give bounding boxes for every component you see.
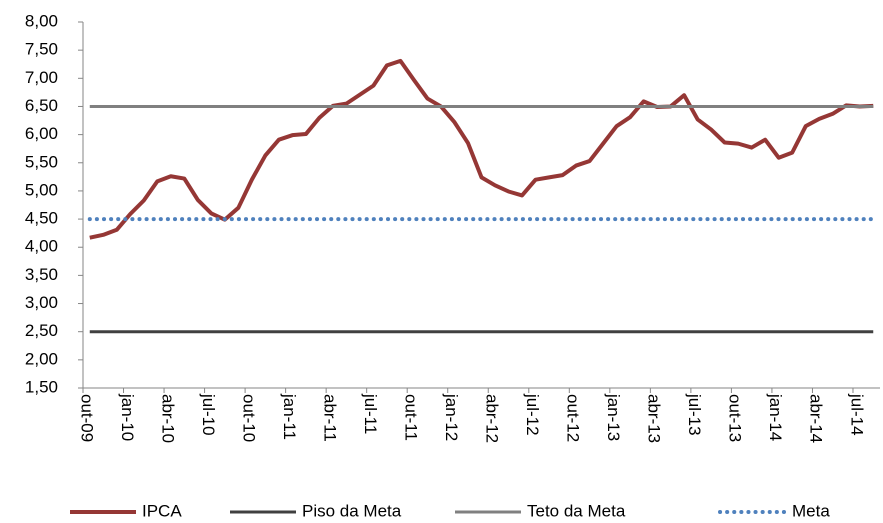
y-tick-label: 4,50 — [25, 209, 58, 228]
y-tick-label: 6,50 — [25, 96, 58, 115]
x-tick-label: jan-11 — [280, 393, 299, 440]
y-tick-label: 7,50 — [25, 40, 58, 59]
x-tick-label: jan-14 — [766, 393, 785, 441]
x-tick-label: out-12 — [564, 394, 583, 442]
x-tick-label: out-13 — [726, 394, 745, 442]
x-tick-label: out-09 — [77, 394, 96, 442]
x-tick-label: abr-14 — [807, 394, 826, 443]
x-tick-label: jul-11 — [361, 393, 380, 434]
x-tick-label: jan-12 — [442, 393, 461, 441]
y-tick-label: 3,50 — [25, 265, 58, 284]
x-tick-label: out-10 — [239, 394, 258, 442]
x-tick-label: jul-10 — [199, 393, 218, 436]
x-tick-label: jul-12 — [523, 393, 542, 436]
y-tick-label: 2,00 — [25, 349, 58, 368]
y-tick-label: 2,50 — [25, 321, 58, 340]
legend-label: Teto da Meta — [527, 501, 626, 520]
x-tick-label: abr-10 — [158, 394, 177, 443]
x-tick-label: jan-13 — [604, 393, 623, 441]
series-line — [89, 58, 874, 240]
x-tick-label: abr-11 — [320, 394, 339, 442]
x-tick-label: jul-14 — [847, 393, 866, 436]
legend-label: IPCA — [142, 501, 182, 520]
y-tick-label: 5,00 — [25, 180, 58, 199]
y-tick-label: 8,00 — [25, 11, 58, 30]
x-tick-label: abr-13 — [645, 394, 664, 443]
x-tick-label: out-11 — [401, 394, 420, 441]
x-tick-label: abr-12 — [483, 394, 502, 443]
legend-label: Meta — [792, 501, 830, 520]
y-tick-label: 7,00 — [25, 68, 58, 87]
y-tick-label: 6,00 — [25, 124, 58, 143]
y-tick-label: 3,00 — [25, 293, 58, 312]
x-tick-label: jul-13 — [685, 393, 704, 436]
x-tick-label: jan-10 — [118, 393, 137, 441]
y-tick-label: 5,50 — [25, 152, 58, 171]
y-tick-label: 1,50 — [25, 377, 58, 396]
legend-label: Piso da Meta — [302, 501, 402, 520]
y-tick-label: 4,00 — [25, 237, 58, 256]
